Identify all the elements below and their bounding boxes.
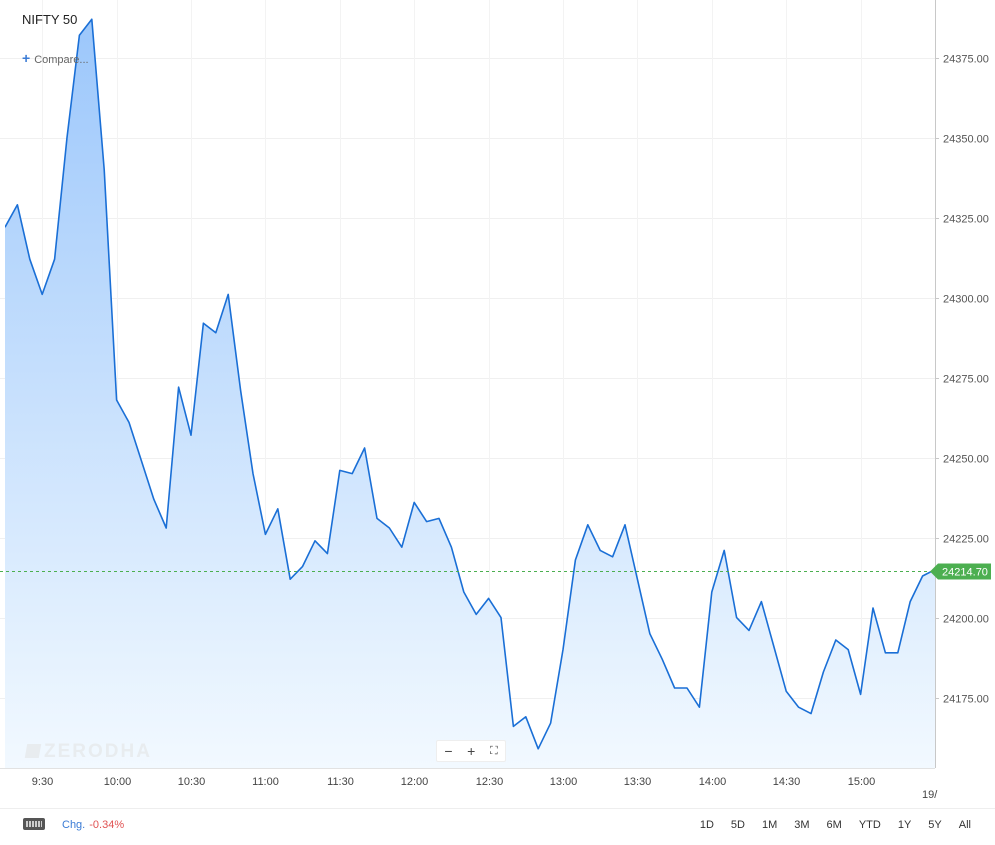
watermark: ZERODHA [24,741,152,763]
price-area [5,19,935,768]
period-all[interactable]: All [958,819,971,831]
x-tick-label: 11:00 [252,776,279,788]
change-value: -0.34% [89,819,125,831]
y-tick-label: 24225.00 [943,534,989,546]
period-ytd[interactable]: YTD [858,819,881,831]
keyboard-icon[interactable] [23,818,45,830]
zoom-in-icon[interactable]: + [467,743,476,759]
x-tick-label: 10:00 [104,776,132,788]
x-tick-label: 15:00 [848,776,876,788]
period-1m[interactable]: 1M [761,819,778,831]
x-tick-label: 13:30 [624,776,652,788]
period-6m[interactable]: 6M [826,819,842,831]
price-chart[interactable]: 24175.00 24200.00 24225.00 24250.00 24275.00… [0,0,995,808]
compare-button[interactable]: + Compare... [22,50,89,66]
period-selector: 1D 5D 1M 3M 6M YTD 1Y 5Y All [683,819,971,831]
zoom-out-icon[interactable]: − [444,743,453,759]
period-1y[interactable]: 1Y [897,819,912,831]
period-3m[interactable]: 3M [794,819,810,831]
y-axis-ticks: 24175.00 24200.00 24225.00 24250.00 24275.00… [935,54,989,706]
x-tick-label: 10:30 [178,776,206,788]
compare-label: Compare... [34,54,89,66]
change-indicator: Chg. -0.34% [62,819,124,831]
y-tick-label: 24325.00 [943,214,989,226]
watermark-text: ZERODHA [44,741,152,762]
period-1d[interactable]: 1D [699,819,714,831]
x-axis-ticks: 9:30 10:00 10:30 11:00 11:30 12:00 12:30 13:00 1… [32,776,938,801]
price-line [5,18,935,750]
x-tick-label: 14:00 [699,776,727,788]
zoom-controls: − + ⛶ [436,740,506,762]
x-tick-label: 12:30 [476,776,504,788]
last-price-label: 24214.70 [942,567,988,579]
y-tick-label: 24175.00 [943,694,989,706]
chart-title: NIFTY 50 [22,12,78,27]
zerodha-logo-icon [24,744,42,758]
y-tick-label: 24375.00 [943,54,989,66]
period-5d[interactable]: 5D [730,819,745,831]
fullscreen-icon[interactable]: ⛶ [489,745,498,757]
y-tick-label: 24300.00 [943,294,989,306]
change-label: Chg. [62,819,86,831]
chart-footer: Chg. -0.34% 1D 5D 1M 3M 6M YTD 1Y 5Y All [0,808,995,845]
y-tick-label: 24200.00 [943,614,989,626]
x-tick-label: 12:00 [401,776,429,788]
x-tick-label: 9:30 [32,776,53,788]
period-5y[interactable]: 5Y [928,819,942,831]
y-tick-label: 24250.00 [943,454,989,466]
last-price-badge: 24214.70 [930,563,991,580]
y-tick-label: 24275.00 [943,374,989,386]
x-tick-label: 14:30 [773,776,801,788]
x-date-label: 19/ [922,789,938,801]
plus-icon: + [22,50,31,66]
x-tick-label: 13:00 [550,776,578,788]
x-tick-label: 11:30 [327,776,354,788]
y-tick-label: 24350.00 [943,134,989,146]
